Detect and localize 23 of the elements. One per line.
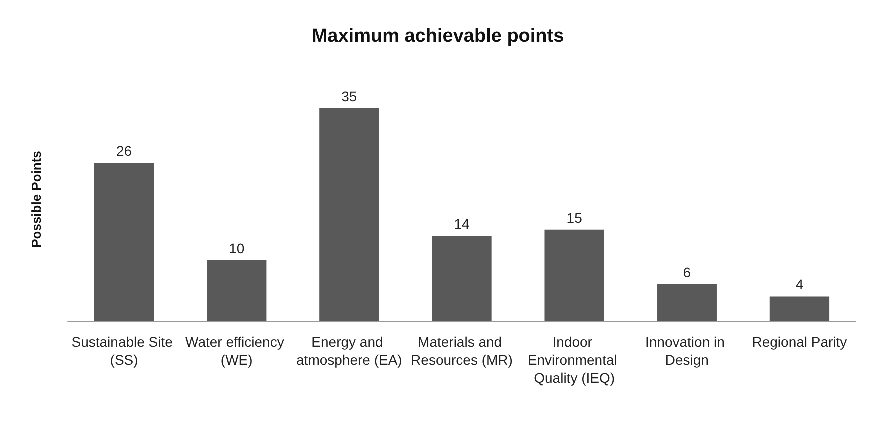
data-label: 10 [229, 240, 245, 256]
data-label: 15 [566, 210, 583, 226]
bar [544, 230, 604, 321]
y-axis-title: Possible Points [29, 151, 44, 248]
data-label: 6 [683, 264, 692, 281]
x-tick-label: Sustainable Site (SS) [72, 334, 177, 368]
x-tick-label: Materials and Resources (MR) [411, 334, 513, 368]
bar [320, 108, 380, 321]
data-label: 14 [454, 216, 470, 232]
x-tick-label: Water efficiency (WE) [186, 334, 288, 368]
bar [94, 163, 154, 321]
data-label: 4 [796, 276, 804, 293]
x-tick-label: Energy and atmosphere (EA) [296, 334, 402, 368]
bar [432, 236, 492, 321]
bar [207, 260, 267, 321]
chart-title: Maximum achievable points [312, 26, 564, 47]
data-label: 26 [116, 143, 132, 160]
x-tick-label: Indoor Environmental Quality (IEQ) [528, 334, 622, 386]
bar [657, 284, 717, 321]
x-tick-label: Innovation in Design [645, 334, 729, 368]
x-tick-label: Regional Parity [752, 334, 848, 350]
bar [770, 296, 830, 321]
data-label: 35 [342, 88, 358, 104]
